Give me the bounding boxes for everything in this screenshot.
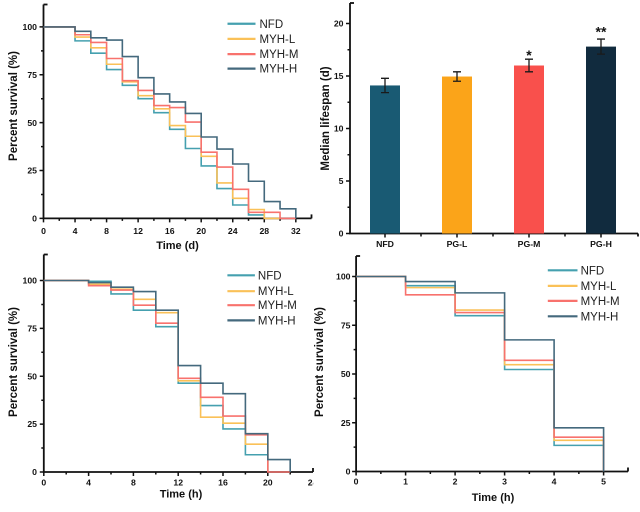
svg-text:3: 3: [502, 477, 507, 487]
svg-text:0: 0: [41, 478, 46, 488]
svg-text:75: 75: [27, 70, 37, 80]
svg-text:75: 75: [27, 324, 37, 334]
svg-text:MYH-M: MYH-M: [581, 296, 620, 308]
svg-text:100: 100: [336, 272, 351, 282]
svg-text:MYH-H: MYH-H: [258, 315, 296, 327]
svg-text:Percent survival (%): Percent survival (%): [314, 307, 326, 417]
svg-text:24: 24: [308, 478, 318, 488]
svg-text:25: 25: [27, 166, 37, 176]
svg-text:NFD: NFD: [581, 265, 605, 277]
svg-text:MYH-H: MYH-H: [260, 64, 298, 76]
svg-text:2: 2: [453, 477, 458, 487]
svg-text:5: 5: [601, 477, 606, 487]
svg-text:12: 12: [173, 478, 183, 488]
svg-text:4: 4: [86, 478, 91, 488]
svg-text:0: 0: [32, 467, 37, 477]
svg-text:Median lifespan (d): Median lifespan (d): [320, 66, 332, 170]
svg-text:28: 28: [259, 226, 269, 236]
svg-text:MYH-L: MYH-L: [260, 34, 296, 46]
svg-text:16: 16: [218, 478, 228, 488]
svg-text:50: 50: [27, 371, 37, 381]
svg-text:20: 20: [263, 478, 273, 488]
svg-text:NFD: NFD: [376, 239, 394, 249]
svg-text:Time (h): Time (h): [472, 492, 515, 504]
svg-text:12: 12: [133, 226, 143, 236]
svg-text:PG-H: PG-H: [590, 239, 612, 249]
svg-text:8: 8: [131, 478, 136, 488]
svg-text:100: 100: [23, 22, 38, 32]
svg-text:100: 100: [23, 276, 38, 286]
svg-text:MYH-M: MYH-M: [258, 300, 297, 312]
svg-text:MYH-M: MYH-M: [260, 49, 299, 61]
svg-text:0: 0: [41, 226, 46, 236]
svg-text:20: 20: [334, 19, 344, 29]
svg-text:PG-L: PG-L: [447, 239, 468, 249]
svg-text:16: 16: [165, 226, 175, 236]
svg-text:NFD: NFD: [260, 19, 284, 31]
svg-text:50: 50: [27, 118, 37, 128]
svg-text:0: 0: [339, 229, 344, 239]
svg-text:10: 10: [334, 124, 344, 134]
svg-text:20: 20: [196, 226, 206, 236]
svg-text:50: 50: [341, 369, 351, 379]
svg-text:1: 1: [403, 477, 408, 487]
svg-text:0: 0: [354, 477, 359, 487]
svg-text:15: 15: [334, 71, 344, 81]
svg-text:MYH-L: MYH-L: [581, 281, 617, 293]
svg-text:0: 0: [32, 214, 37, 224]
svg-text:4: 4: [73, 226, 78, 236]
svg-text:Time (d): Time (d): [156, 240, 199, 252]
svg-text:5: 5: [339, 176, 344, 186]
svg-text:PG-M: PG-M: [518, 239, 541, 249]
svg-text:24: 24: [228, 226, 238, 236]
svg-text:**: **: [596, 24, 607, 40]
svg-text:4: 4: [552, 477, 557, 487]
svg-text:75: 75: [341, 320, 351, 330]
svg-text:25: 25: [341, 418, 351, 428]
svg-text:MYH-H: MYH-H: [581, 311, 619, 323]
svg-text:Percent survival (%): Percent survival (%): [8, 307, 20, 417]
svg-text:8: 8: [104, 226, 109, 236]
svg-text:25: 25: [27, 419, 37, 429]
svg-text:0: 0: [346, 467, 351, 477]
svg-text:*: *: [526, 47, 532, 63]
svg-text:MYH-L: MYH-L: [258, 286, 294, 298]
svg-text:32: 32: [291, 226, 301, 236]
svg-text:Time (h): Time (h): [160, 489, 203, 501]
svg-text:NFD: NFD: [258, 270, 282, 282]
svg-text:Percent survival (%): Percent survival (%): [8, 51, 20, 161]
